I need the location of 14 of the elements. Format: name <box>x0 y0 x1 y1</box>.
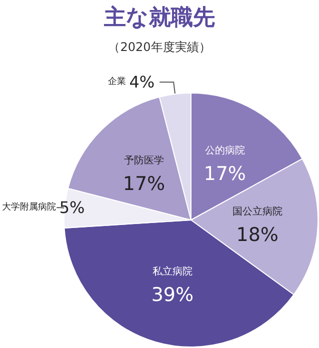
data-label: 4% <box>129 72 155 92</box>
slice-label: 公的病院 <box>204 144 245 156</box>
slice-label: 私立病院 <box>152 265 192 278</box>
data-label: 17% <box>204 162 246 185</box>
slice-label: 国公立病院 <box>232 206 282 218</box>
slice-label: 大学附属病院 <box>2 202 56 213</box>
data-label: 5% <box>59 198 85 218</box>
slice-label: 予防医学 <box>124 154 164 166</box>
data-label: 18% <box>236 224 278 246</box>
data-label: 17% <box>122 172 166 195</box>
chart-title: 主な就職先 <box>103 4 215 30</box>
data-label: 39% <box>151 284 194 306</box>
slice-label: 企業 <box>108 76 126 88</box>
chart-subtitle: （2020年度実績） <box>108 40 211 54</box>
